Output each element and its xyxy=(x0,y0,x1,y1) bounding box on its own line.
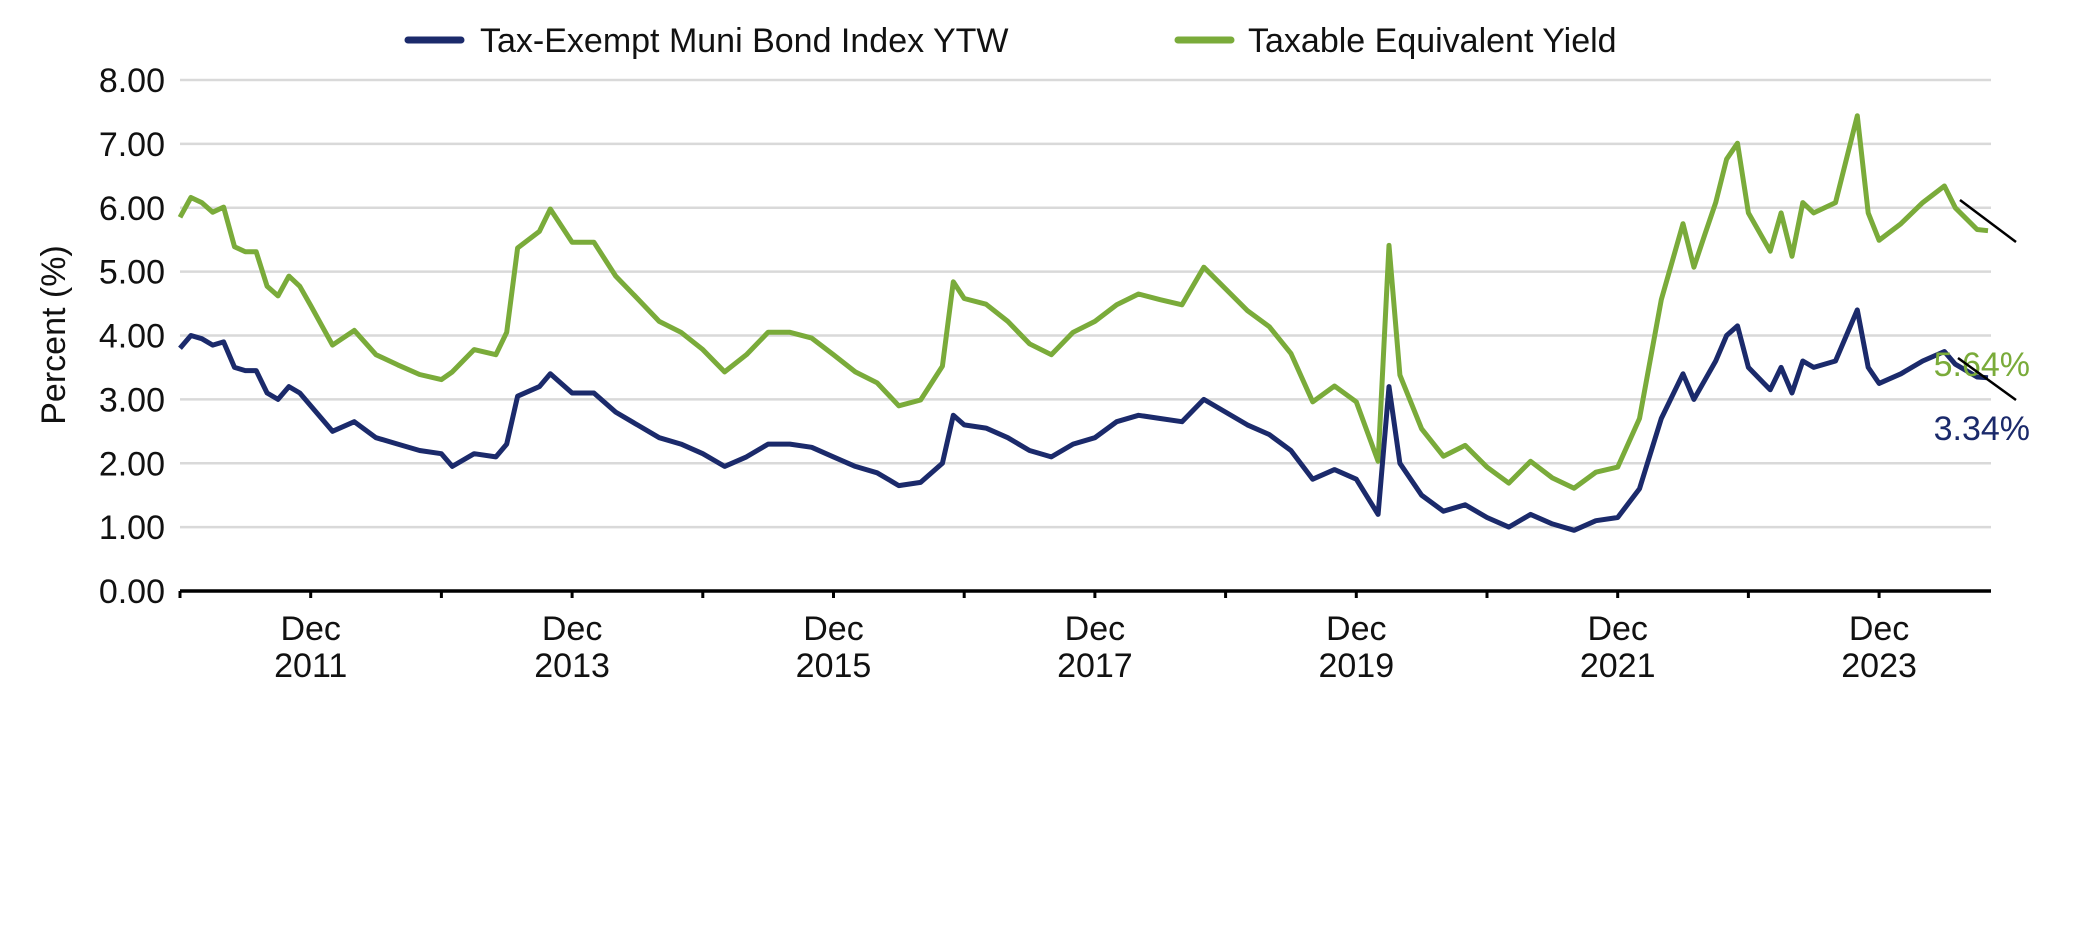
x-tick-label-month: Dec xyxy=(1849,610,1909,648)
y-tick-label: 1.00 xyxy=(99,509,165,547)
x-tick-label-year: 2023 xyxy=(1841,647,1917,685)
legend-label-tey: Taxable Equivalent Yield xyxy=(1248,22,1617,60)
y-tick-label: 7.00 xyxy=(99,126,165,164)
x-axis: Dec2011Dec2013Dec2015Dec2017Dec2019Dec20… xyxy=(178,589,1991,685)
end-annotations: 5.64% 3.34% xyxy=(1934,199,2030,448)
x-tick-label-year: 2017 xyxy=(1057,647,1133,685)
legend: Tax-Exempt Muni Bond Index YTW Taxable E… xyxy=(404,22,1617,60)
series-line-1 xyxy=(177,113,1989,491)
x-tick-label-month: Dec xyxy=(280,610,340,648)
series-line-0 xyxy=(178,307,1989,533)
x-tick-label-month: Dec xyxy=(542,610,602,648)
tey-leader-line xyxy=(1959,199,2017,243)
x-tick-label-month: Dec xyxy=(1326,610,1386,648)
x-tick-label-month: Dec xyxy=(803,610,863,648)
x-tick-label-month: Dec xyxy=(1065,610,1125,648)
x-tick-label-year: 2019 xyxy=(1318,647,1394,685)
x-tick-label-year: 2015 xyxy=(796,647,872,685)
y-axis-ticks: 0.00 1.00 2.00 3.00 4.00 5.00 6.00 7.00 8.00 xyxy=(99,62,165,611)
x-tick-label-year: 2011 xyxy=(274,647,347,685)
y-tick-label: 5.00 xyxy=(99,254,165,292)
x-tick-label-year: 2013 xyxy=(534,647,610,685)
y-tick-label: 2.00 xyxy=(99,445,165,483)
tey-end-label: 5.64% xyxy=(1934,346,2030,384)
legend-label-muni: Tax-Exempt Muni Bond Index YTW xyxy=(480,22,1008,60)
x-tick-label-year: 2021 xyxy=(1580,647,1656,685)
y-axis-label: Percent (%) xyxy=(35,245,73,425)
series-lines xyxy=(177,113,1989,533)
muni-end-label: 3.34% xyxy=(1934,410,2030,448)
x-tick-label-month: Dec xyxy=(1587,610,1647,648)
gridlines xyxy=(180,78,1991,529)
y-tick-label: 6.00 xyxy=(99,190,165,228)
muni-leader-line xyxy=(1957,356,2017,402)
y-tick-label: 0.00 xyxy=(99,573,165,611)
y-tick-label: 8.00 xyxy=(99,62,165,100)
y-tick-label: 4.00 xyxy=(99,318,165,356)
y-tick-label: 3.00 xyxy=(99,381,165,419)
